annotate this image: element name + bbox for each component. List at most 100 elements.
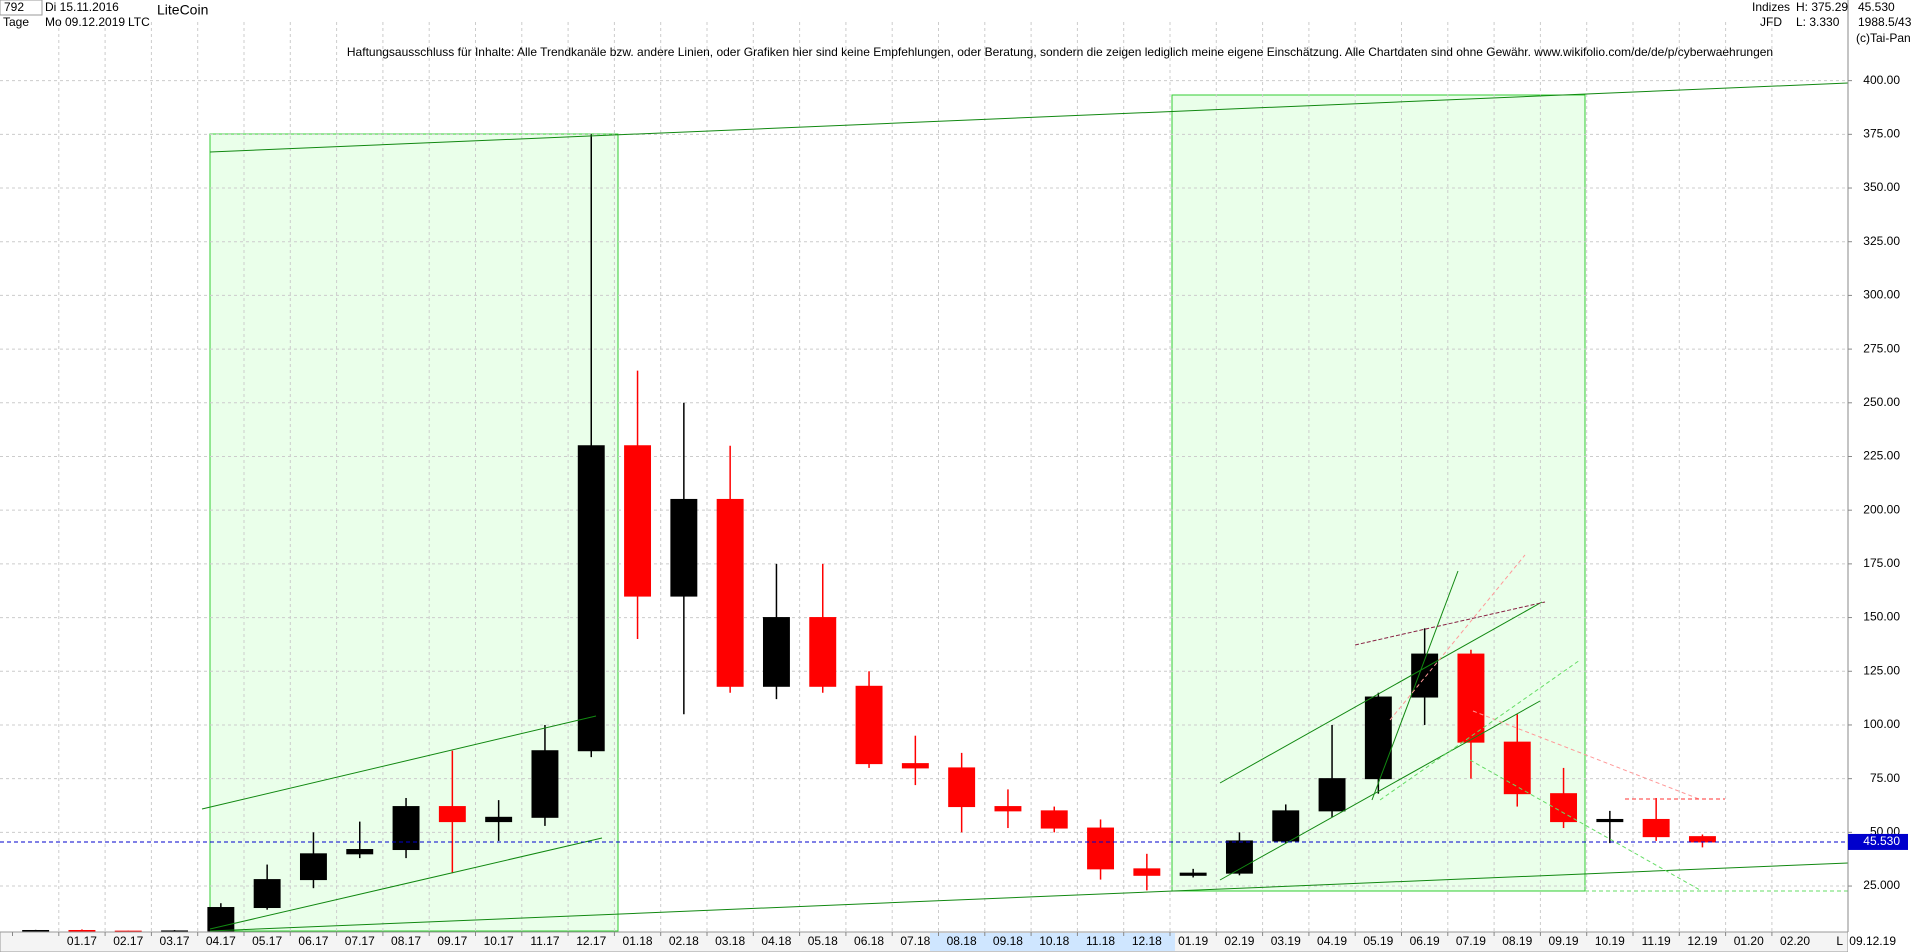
x-tick-label: 04.19: [1317, 934, 1347, 948]
candle-body: [1411, 653, 1439, 698]
trend-line: [209, 82, 1849, 153]
candle-body: [207, 907, 235, 932]
trend-lines: [201, 82, 1849, 932]
x-tick-label: 04.18: [761, 934, 791, 948]
x-tick-label: 07.18: [900, 934, 930, 948]
candle-body: [624, 445, 652, 597]
x-tick-label: 10.19: [1595, 934, 1625, 948]
x-tick-label: 08.19: [1502, 934, 1532, 948]
x-tick-label: 01.18: [623, 934, 653, 948]
x-tick-label: 01.17: [67, 934, 97, 948]
bars-box[interactable]: [0, 0, 43, 16]
y-tick-label: 150.00: [1863, 610, 1900, 624]
candle-body: [1179, 872, 1207, 876]
candle-body: [438, 806, 466, 823]
candle-body: [1642, 818, 1670, 838]
candle-body: [809, 617, 837, 687]
candle-body: [670, 498, 698, 597]
x-tick-label: 11.17: [530, 934, 559, 948]
chart-title: Haftungsausschluss für Inhalte: Alle Tre…: [347, 45, 1773, 59]
candle-body: [346, 849, 374, 855]
y-tick-label: 25.000: [1863, 878, 1900, 892]
x-tick-label: 02.18: [669, 934, 699, 948]
y-axis-strip: [1848, 0, 1916, 952]
x-tick-label: 06.19: [1410, 934, 1440, 948]
scale-mode[interactable]: L: [1836, 934, 1843, 948]
x-tick-label: 08.18: [947, 934, 977, 948]
y-tick-label: 325.00: [1863, 234, 1900, 248]
x-tick-label: 05.19: [1363, 934, 1393, 948]
trend-line: [1389, 554, 1526, 721]
candle-body: [1596, 818, 1624, 823]
x-tick-label: 06.18: [854, 934, 884, 948]
last-value-box: [1848, 833, 1908, 850]
trend-line: [209, 837, 603, 930]
group: Indizes: [1752, 0, 1790, 14]
candle-body: [1503, 741, 1531, 795]
y-tick-label: 225.00: [1863, 449, 1900, 463]
x-tick-label: 02.20: [1780, 934, 1810, 948]
candle-body: [716, 498, 744, 687]
symbol: LTC: [128, 15, 150, 29]
y-tick-label: 375.00: [1863, 126, 1900, 140]
candle-body: [1272, 810, 1300, 842]
x-tick-label: 11.19: [1642, 934, 1671, 948]
x-tick-label: 10.17: [484, 934, 514, 948]
candle-body: [1688, 836, 1716, 843]
candle-body: [762, 617, 790, 687]
range: 1988.5/43: [1858, 15, 1912, 29]
start-date: Di 15.11.2016: [45, 0, 119, 14]
candle-body: [1550, 793, 1578, 823]
high: H: 375.29: [1796, 0, 1848, 14]
low: L: 3.330: [1796, 15, 1840, 29]
trend-line: [1472, 710, 1700, 800]
y-tick-label: 175.00: [1863, 556, 1900, 570]
axes: 25.00050.0075.00100.00125.00150.00175.00…: [0, 73, 1908, 948]
y-tick-label: 300.00: [1863, 288, 1900, 302]
x-tick-label: 01.19: [1178, 934, 1208, 948]
candle-body: [68, 929, 96, 932]
candle-body: [1087, 827, 1115, 870]
candle-body: [994, 806, 1022, 812]
x-tick-label: 02.17: [113, 934, 143, 948]
candles: [22, 134, 1716, 933]
y-tick-label: 250.00: [1863, 395, 1900, 409]
candle-body: [1133, 868, 1161, 876]
x-tick-label: 07.17: [345, 934, 375, 948]
trend-line: [1371, 570, 1459, 801]
trend-line: [1354, 601, 1546, 646]
x-tick-label: 03.17: [160, 934, 190, 948]
source: JFD: [1760, 15, 1782, 29]
trend-line: [201, 715, 597, 810]
x-tick-label: 05.18: [808, 934, 838, 948]
x-tick-label: 12.17: [576, 934, 606, 948]
candle-body: [253, 879, 281, 909]
x-tick-label: 01.20: [1734, 934, 1764, 948]
y-tick-label: 400.00: [1863, 73, 1900, 87]
last-value-label: 45.530: [1863, 834, 1900, 848]
bars-count: 792: [4, 0, 24, 14]
y-tick-label: 75.00: [1870, 771, 1900, 785]
last: 45.530: [1858, 0, 1895, 14]
x-tick-label: 04.17: [206, 934, 236, 948]
candle-body: [1225, 840, 1253, 874]
candle-body: [948, 767, 976, 808]
candle-body: [299, 853, 327, 881]
period[interactable]: Tage: [3, 15, 29, 29]
x-tick-label: 12.18: [1132, 934, 1162, 948]
candle-body: [577, 445, 605, 752]
copyright: (c)Tai-Pan: [1856, 31, 1911, 45]
x-tick-label: 02.19: [1224, 934, 1254, 948]
trend-line: [1469, 759, 1701, 891]
candle-body: [392, 806, 420, 851]
trend-line: [209, 862, 1849, 932]
y-tick-label: 275.00: [1863, 341, 1900, 355]
x-tick-label: 11.18: [1086, 934, 1115, 948]
x-tick-label: 03.18: [715, 934, 745, 948]
end-date: Mo 09.12.2019: [45, 15, 125, 29]
x-tick-label: 08.17: [391, 934, 421, 948]
y-tick-label: 100.00: [1863, 717, 1900, 731]
candle-body: [1364, 696, 1392, 780]
